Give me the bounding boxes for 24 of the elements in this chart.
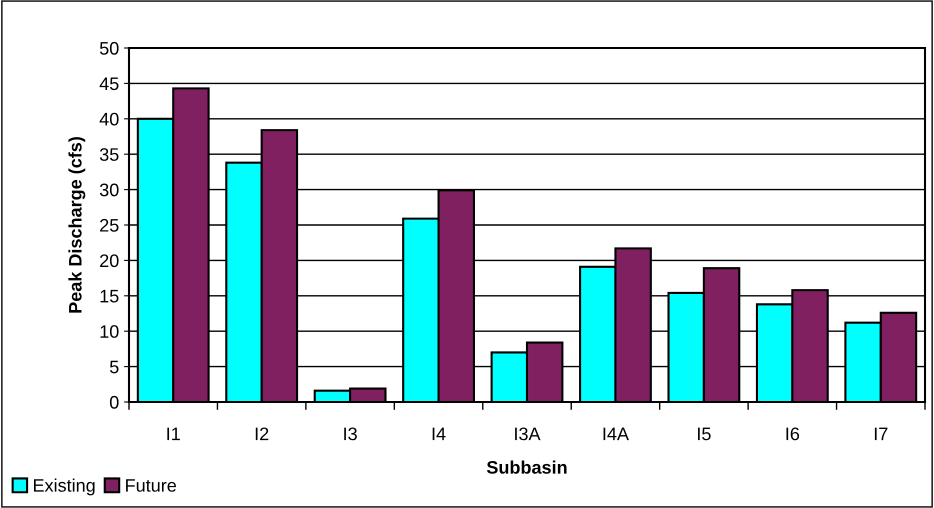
y-tick-label: 0 [110, 396, 119, 409]
legend-label: Existing [34, 478, 95, 496]
x-tick-label: I4 [432, 428, 446, 440]
x-axis-title: Subbasin [486, 460, 567, 474]
x-tick-label: I3A [515, 427, 541, 440]
x-tick-label: I7 [874, 428, 888, 440]
x-tick-label: I5 [698, 428, 711, 440]
y-tick-label: 5 [110, 360, 119, 374]
y-axis-title: Peak Discharge (cfs) [68, 137, 86, 313]
x-tick-label: I3 [344, 427, 357, 440]
y-tick-label: 35 [100, 148, 119, 161]
x-tick-label: I4A [604, 428, 629, 440]
y-tick-label: 20 [100, 254, 119, 268]
y-tick-label: 45 [100, 78, 119, 90]
x-tick-label: I1 [167, 428, 180, 440]
y-tick-label: 50 [100, 42, 119, 55]
x-tick-label: I2 [256, 427, 268, 440]
y-tick-label: 30 [100, 184, 119, 196]
y-tick-label: 25 [100, 218, 119, 232]
y-tick-label: 10 [100, 325, 119, 338]
y-tick-label: 40 [100, 112, 119, 126]
x-tick-label: I6 [786, 427, 800, 440]
y-tick-label: 15 [100, 290, 119, 303]
legend-label: Future [126, 479, 176, 492]
